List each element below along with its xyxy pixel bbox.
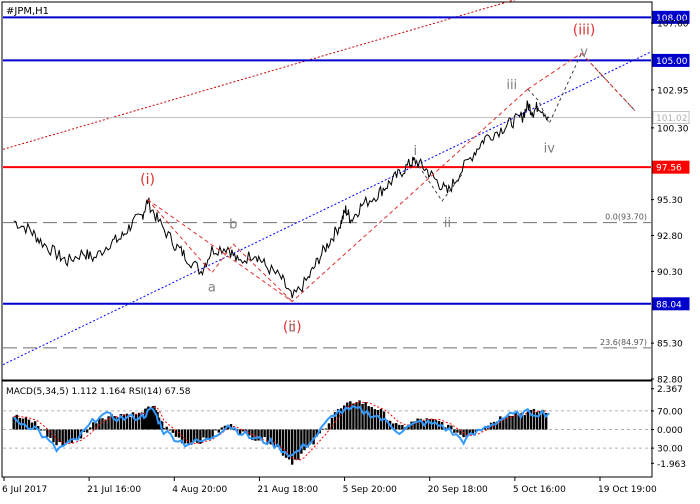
wave-label: a bbox=[208, 280, 216, 295]
time-axis-label: 20 Sep 18:00 bbox=[428, 485, 488, 495]
indicator-axis-label: 30.00 bbox=[657, 445, 683, 455]
time-axis-label: 21 Jul 16:00 bbox=[87, 485, 141, 495]
wave-label: b bbox=[229, 217, 237, 232]
indicator-series bbox=[3, 400, 651, 465]
level-price-label: 105.00 bbox=[656, 57, 688, 67]
indicator-axis: 2.367 70.00 0.000 -1.963 30.00 bbox=[651, 385, 686, 470]
main-chart-frame bbox=[1, 1, 653, 381]
price-axis-label: 95.30 bbox=[657, 196, 683, 206]
symbol-title: #JPM,H1 bbox=[6, 6, 49, 17]
level-price-tag bbox=[652, 10, 690, 24]
indicator-label: MACD(5,34,5) 1.112 1.164 RSI(14) 67.58 bbox=[6, 387, 191, 397]
price-axis-label: 82.80 bbox=[657, 376, 683, 386]
level-price-label: 88.04 bbox=[656, 300, 682, 310]
price-line bbox=[13, 100, 550, 299]
level-price-label: 101.02 bbox=[656, 114, 688, 124]
price-axis-label: 100.30 bbox=[657, 124, 689, 134]
macd-signal-line bbox=[13, 401, 547, 461]
wave-line-grey bbox=[414, 160, 465, 202]
wave-line-red bbox=[147, 88, 529, 303]
horizontal-levels: 108.00 105.00 101.02 97.56 88.04 bbox=[3, 10, 690, 311]
wave-label: (i) bbox=[140, 172, 155, 188]
fib-level-label: 23.6(84.97) bbox=[600, 338, 647, 347]
wave-label: iii bbox=[506, 78, 517, 93]
time-axis-label: 6 Jul 2017 bbox=[2, 485, 47, 495]
impulse-line-red bbox=[527, 52, 582, 90]
rsi-line bbox=[12, 405, 550, 458]
wave-lines bbox=[147, 52, 636, 303]
wave-label: iv bbox=[544, 141, 556, 156]
time-axis-label: 21 Aug 18:00 bbox=[257, 485, 318, 495]
level-price-label: 97.56 bbox=[656, 164, 682, 174]
wave-label: ii bbox=[444, 216, 451, 231]
indicator-axis-label: 0.000 bbox=[657, 426, 683, 436]
wave-label: v bbox=[580, 45, 588, 60]
forecast-path bbox=[527, 52, 636, 125]
indicator-axis-label: -1.963 bbox=[657, 460, 686, 470]
indicator-axis-label: 70.00 bbox=[657, 407, 683, 417]
time-axis-label: 19 Oct 19:00 bbox=[598, 485, 657, 495]
price-axis-label: 92.80 bbox=[657, 232, 683, 242]
wave-label: c bbox=[289, 321, 296, 336]
price-axis-label: 90.30 bbox=[657, 268, 683, 278]
wave-label: (iii) bbox=[573, 23, 596, 39]
price-series bbox=[13, 100, 550, 299]
level-price-tag bbox=[652, 160, 690, 174]
wave-label: (ii) bbox=[283, 320, 302, 336]
price-axis-label: 107.60 bbox=[657, 20, 689, 30]
level-price-label: 108.00 bbox=[656, 14, 688, 24]
forecast-line-red bbox=[581, 52, 636, 111]
price-axis-label: 85.30 bbox=[657, 340, 683, 350]
level-price-tag bbox=[652, 53, 690, 67]
level-price-tag bbox=[652, 297, 690, 311]
wave-label: i bbox=[414, 144, 418, 159]
fibonacci-levels: 0.0(93.70) 23.6(84.97) bbox=[3, 213, 651, 349]
price-axis-label: 102.95 bbox=[657, 86, 689, 96]
price-axis: 107.60 102.95 100.30 95.30 92.80 90.30 85.30 82… bbox=[651, 20, 689, 386]
time-axis-label: 5 Sep 20:00 bbox=[343, 485, 398, 495]
time-axis-label: 5 Oct 16:00 bbox=[513, 485, 566, 495]
fib-level-label: 0.0(93.70) bbox=[605, 213, 647, 222]
indicator-axis-label: 2.367 bbox=[657, 385, 683, 395]
wave-line-abc bbox=[147, 199, 293, 302]
time-axis: 6 Jul 2017 21 Jul 16:00 4 Aug 20:00 21 Aug … bbox=[2, 477, 657, 495]
time-axis-label: 4 Aug 20:00 bbox=[172, 485, 227, 495]
level-price-tag bbox=[652, 111, 690, 125]
